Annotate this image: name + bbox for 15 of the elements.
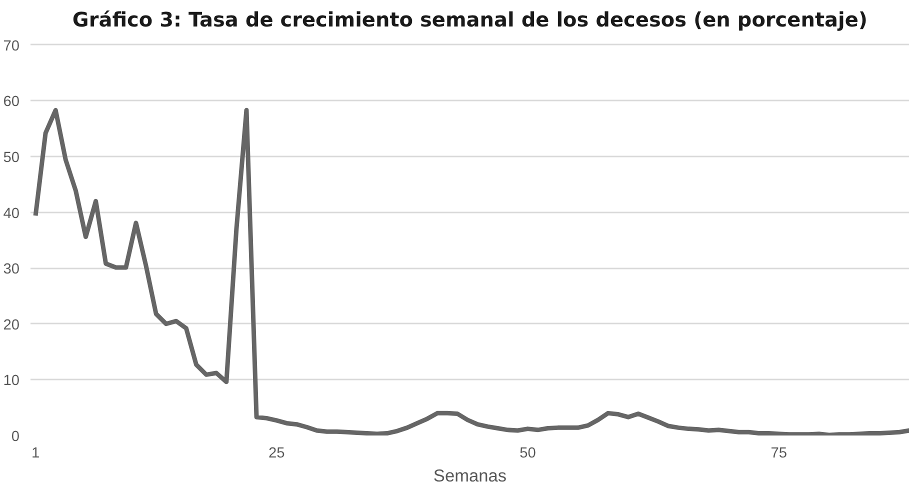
y-tick-label: 10: [3, 373, 20, 390]
y-tick-label: 60: [3, 94, 20, 110]
x-tick-label: 25: [268, 446, 285, 462]
x-axis-title: Semanas: [433, 466, 507, 486]
y-tick-label: 0: [11, 429, 20, 445]
y-tick-label: 30: [3, 262, 20, 278]
chart-title: Gráfico 3: Tasa de crecimiento semanal de los decesos (en porcentaje): [72, 8, 868, 32]
y-tick-label: 40: [3, 206, 20, 222]
y-tick-label: 70: [3, 38, 20, 54]
x-tick-label: 75: [770, 446, 788, 462]
x-tick-label: 50: [520, 446, 536, 462]
y-tick-label: 20: [3, 317, 20, 334]
line-series: [33, 108, 909, 436]
y-tick-label: 50: [3, 150, 20, 166]
x-tick-label: 1: [31, 446, 40, 462]
